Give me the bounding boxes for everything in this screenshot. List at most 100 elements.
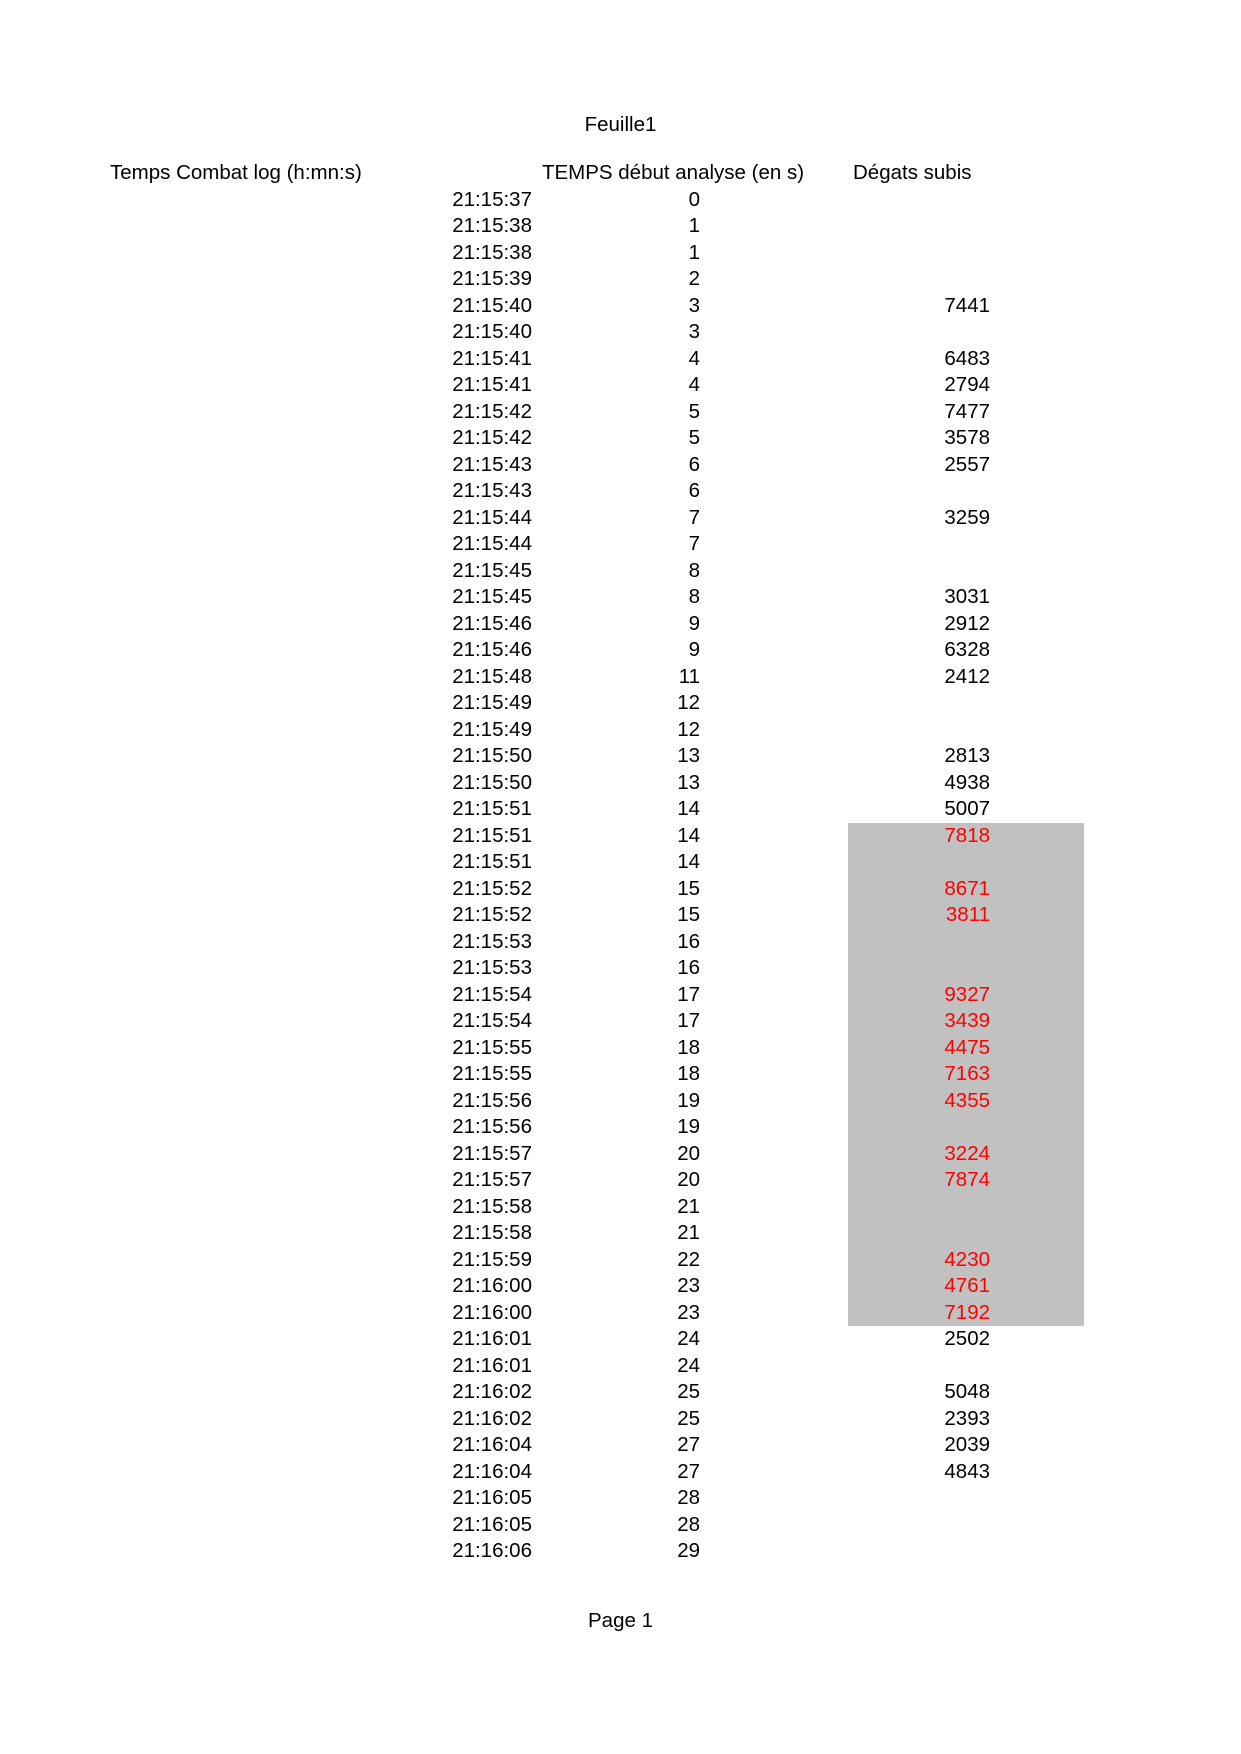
damage-cell: 4761 bbox=[944, 1274, 990, 1298]
table-row: 21:15:50 13 4938 bbox=[0, 770, 1241, 797]
time-cell: 21:15:59 bbox=[452, 1247, 532, 1271]
time-cell: 21:15:39 bbox=[452, 267, 532, 291]
time-cell: 21:15:51 bbox=[452, 850, 532, 874]
table-row: 21:15:45 8 bbox=[0, 558, 1241, 585]
time-cell: 21:15:51 bbox=[452, 797, 532, 821]
table-row: 21:15:53 16 bbox=[0, 929, 1241, 956]
time-cell: 21:15:54 bbox=[452, 982, 532, 1006]
damage-cell: 2412 bbox=[944, 664, 990, 688]
table-row: 21:16:02 25 2393 bbox=[0, 1406, 1241, 1433]
table-row: 21:15:41 4 6483 bbox=[0, 346, 1241, 373]
table-body: 21:15:37 0 21:15:38 1 21:15:38 1 21:15:3… bbox=[0, 187, 1241, 1565]
sheet-title: Feuille1 bbox=[584, 113, 657, 136]
table-row: 21:15:46 9 2912 bbox=[0, 611, 1241, 638]
time-cell: 21:15:41 bbox=[452, 373, 532, 397]
table-row: 21:15:44 7 3259 bbox=[0, 505, 1241, 532]
time-cell: 21:15:45 bbox=[452, 585, 532, 609]
seconds-cell: 8 bbox=[688, 558, 700, 582]
seconds-cell: 27 bbox=[677, 1459, 700, 1483]
seconds-cell: 12 bbox=[677, 691, 700, 715]
table-row: 21:15:50 13 2813 bbox=[0, 743, 1241, 770]
seconds-cell: 3 bbox=[688, 293, 700, 317]
time-cell: 21:15:54 bbox=[452, 1009, 532, 1033]
seconds-cell: 14 bbox=[677, 797, 700, 821]
table-row: 21:15:51 14 5007 bbox=[0, 796, 1241, 823]
seconds-cell: 4 bbox=[688, 373, 700, 397]
damage-cell: 3224 bbox=[944, 1141, 990, 1165]
time-cell: 21:16:02 bbox=[452, 1406, 532, 1430]
highlighted-cell-range bbox=[848, 822, 1084, 1327]
damage-cell: 4230 bbox=[944, 1247, 990, 1271]
table-row: 21:15:38 1 bbox=[0, 213, 1241, 240]
time-cell: 21:15:57 bbox=[452, 1168, 532, 1192]
table-row: 21:15:40 3 7441 bbox=[0, 293, 1241, 320]
seconds-cell: 19 bbox=[677, 1088, 700, 1112]
table-row: 21:16:00 23 4761 bbox=[0, 1273, 1241, 1300]
table-row: 21:15:56 19 bbox=[0, 1114, 1241, 1141]
seconds-cell: 11 bbox=[678, 664, 700, 688]
column-header-damage-taken: Dégats subis bbox=[853, 161, 972, 184]
damage-cell: 6328 bbox=[944, 638, 990, 662]
seconds-cell: 8 bbox=[688, 585, 700, 609]
time-cell: 21:15:42 bbox=[452, 426, 532, 450]
seconds-cell: 9 bbox=[688, 611, 700, 635]
time-cell: 21:15:44 bbox=[452, 505, 532, 529]
seconds-cell: 20 bbox=[677, 1141, 700, 1165]
damage-cell: 4355 bbox=[944, 1088, 990, 1112]
time-cell: 21:15:55 bbox=[452, 1035, 532, 1059]
time-cell: 21:15:49 bbox=[452, 717, 532, 741]
time-cell: 21:15:56 bbox=[452, 1115, 532, 1139]
table-row: 21:15:37 0 bbox=[0, 187, 1241, 214]
seconds-cell: 20 bbox=[677, 1168, 700, 1192]
seconds-cell: 28 bbox=[677, 1512, 700, 1536]
time-cell: 21:16:04 bbox=[452, 1459, 532, 1483]
damage-cell: 7477 bbox=[944, 399, 990, 423]
time-cell: 21:15:52 bbox=[452, 876, 532, 900]
seconds-cell: 25 bbox=[677, 1406, 700, 1430]
damage-cell: 3439 bbox=[944, 1009, 990, 1033]
seconds-cell: 16 bbox=[677, 929, 700, 953]
damage-cell: 2794 bbox=[944, 373, 990, 397]
time-cell: 21:15:40 bbox=[452, 293, 532, 317]
table-row: 21:15:43 6 2557 bbox=[0, 452, 1241, 479]
time-cell: 21:15:45 bbox=[452, 558, 532, 582]
table-row: 21:16:01 24 2502 bbox=[0, 1326, 1241, 1353]
table-row: 21:15:51 14 7818 bbox=[0, 823, 1241, 850]
table-row: 21:16:01 24 bbox=[0, 1353, 1241, 1380]
time-cell: 21:16:01 bbox=[452, 1353, 532, 1377]
time-cell: 21:15:40 bbox=[452, 320, 532, 344]
table-row: 21:15:48 11 2412 bbox=[0, 664, 1241, 691]
time-cell: 21:16:00 bbox=[452, 1274, 532, 1298]
time-cell: 21:15:42 bbox=[452, 399, 532, 423]
time-cell: 21:15:38 bbox=[452, 240, 532, 264]
damage-cell: 4843 bbox=[944, 1459, 990, 1483]
seconds-cell: 13 bbox=[677, 770, 700, 794]
page-number-footer: Page 1 bbox=[588, 1609, 653, 1632]
damage-cell: 5048 bbox=[944, 1380, 990, 1404]
time-cell: 21:15:58 bbox=[452, 1194, 532, 1218]
table-row: 21:16:00 23 7192 bbox=[0, 1300, 1241, 1327]
damage-cell: 2393 bbox=[944, 1406, 990, 1430]
seconds-cell: 14 bbox=[677, 823, 700, 847]
table-row: 21:15:45 8 3031 bbox=[0, 584, 1241, 611]
damage-cell: 3578 bbox=[944, 426, 990, 450]
table-row: 21:15:59 22 4230 bbox=[0, 1247, 1241, 1274]
table-row: 21:15:57 20 3224 bbox=[0, 1141, 1241, 1168]
time-cell: 21:15:53 bbox=[452, 929, 532, 953]
table-row: 21:16:04 27 4843 bbox=[0, 1459, 1241, 1486]
damage-cell: 4475 bbox=[944, 1035, 990, 1059]
damage-cell: 4938 bbox=[944, 770, 990, 794]
table-row: 21:15:52 15 3811 bbox=[0, 902, 1241, 929]
time-cell: 21:16:02 bbox=[452, 1380, 532, 1404]
time-cell: 21:15:57 bbox=[452, 1141, 532, 1165]
time-cell: 21:16:06 bbox=[452, 1539, 532, 1563]
table-row: 21:15:54 17 9327 bbox=[0, 982, 1241, 1009]
time-cell: 21:15:44 bbox=[452, 532, 532, 556]
time-cell: 21:16:01 bbox=[452, 1327, 532, 1351]
time-cell: 21:15:51 bbox=[452, 823, 532, 847]
table-row: 21:15:57 20 7874 bbox=[0, 1167, 1241, 1194]
damage-cell: 8671 bbox=[944, 876, 990, 900]
damage-cell: 7818 bbox=[944, 823, 990, 847]
damage-cell: 9327 bbox=[944, 982, 990, 1006]
column-header-combat-log-time: Temps Combat log (h:mn:s) bbox=[110, 161, 362, 184]
